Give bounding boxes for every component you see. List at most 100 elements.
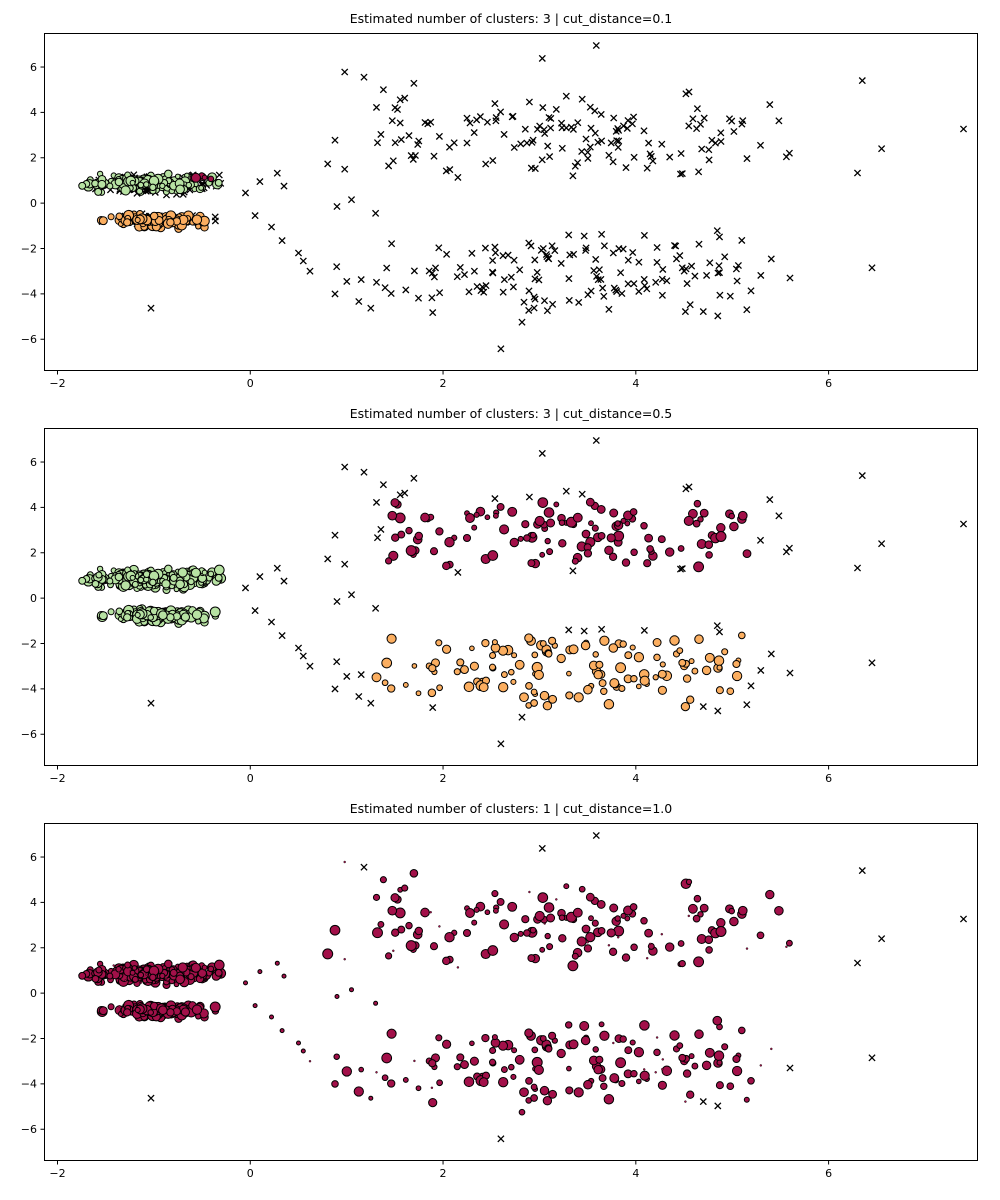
cluster-point-crimson: [491, 890, 499, 898]
cluster-point-crimson: [487, 945, 499, 956]
cluster-point-crimson: [521, 520, 530, 529]
noise-point: [333, 597, 341, 606]
cluster-point-crimson: [484, 909, 491, 916]
cluster-point-orange: [548, 636, 557, 645]
cluster-point-crimson: [131, 965, 138, 971]
subplot-3-scatter-svg: −2 0 2 4 6 −6 −4 −2 0 2 4 6: [21, 823, 978, 1180]
noise-point: [715, 262, 723, 270]
cluster-point-crimson: [177, 962, 188, 973]
cluster-point-crimson: [565, 1086, 574, 1095]
cluster-point-crimson: [527, 559, 536, 568]
cluster-point-green: [169, 573, 178, 582]
noise-point: [525, 493, 533, 501]
cluster-point-green: [175, 579, 185, 590]
cluster-point-crimson: [164, 977, 168, 981]
cluster-point-crimson: [544, 537, 551, 545]
cluster-point-orange: [653, 653, 661, 662]
cluster-markers: [78, 497, 752, 712]
cluster-point-orange: [511, 652, 518, 659]
cluster-point-orange: [488, 663, 497, 671]
cluster-point-crimson: [521, 915, 530, 924]
cluster-point-crimson: [539, 1085, 550, 1096]
cluster-point-crimson: [373, 1000, 379, 1006]
cluster-point-crimson: [676, 1042, 684, 1050]
cluster-point-crimson: [572, 512, 583, 523]
cluster-point-crimson: [693, 499, 702, 508]
cluster-point-crimson: [460, 1060, 469, 1070]
noise-point: [343, 277, 351, 285]
noise-point: [785, 149, 793, 157]
noise-point: [743, 701, 751, 709]
noise-point: [251, 607, 259, 615]
cluster-point-crimson: [429, 547, 439, 556]
cluster-point-crimson: [618, 1079, 626, 1088]
noise-point: [280, 577, 288, 585]
cluster-point-crimson: [661, 1065, 673, 1077]
y-tick-label: −2: [21, 242, 37, 255]
cluster-point-crimson: [728, 907, 735, 915]
cluster-point-green: [159, 182, 166, 190]
noise-point: [533, 125, 542, 133]
cluster-point-orange: [514, 659, 525, 670]
x-tick-label: 6: [825, 1167, 832, 1180]
noise-point: [347, 591, 356, 599]
cluster-point-green: [161, 579, 171, 589]
noise-point: [483, 118, 491, 126]
noise-point: [516, 266, 524, 274]
cluster-point-crimson: [653, 1048, 661, 1057]
noise-point: [535, 276, 543, 284]
cluster-point-crimson: [519, 1087, 529, 1098]
noise-point: [405, 132, 413, 140]
cluster-point-orange: [469, 645, 475, 652]
cluster-point-green: [120, 580, 131, 591]
noise-point: [747, 287, 755, 295]
noise-point: [705, 156, 713, 164]
noise-point: [491, 495, 499, 503]
cluster-point-orange: [481, 638, 490, 648]
noise-point: [756, 536, 765, 544]
noise-point: [713, 622, 721, 630]
noise-point: [733, 277, 741, 285]
cluster-point-orange: [603, 699, 615, 710]
x-tick-label: 6: [825, 772, 832, 785]
noise-point: [545, 255, 553, 263]
noise-point: [594, 138, 602, 146]
noise-point: [652, 278, 660, 286]
noise-point: [431, 264, 440, 272]
cluster-point-crimson: [635, 1078, 642, 1085]
cluster-point-crimson: [563, 883, 570, 890]
x-tick-label: 0: [247, 772, 254, 785]
cluster-point-crimson: [579, 1020, 590, 1032]
noise-point: [580, 627, 588, 635]
noise-point: [757, 666, 765, 674]
y-tick-label: −6: [21, 1123, 37, 1136]
noise-point: [714, 707, 722, 715]
noise-point: [147, 699, 155, 707]
noise-point: [333, 202, 341, 211]
noise-point: [580, 232, 588, 240]
cluster-point-crimson: [664, 942, 675, 952]
cluster-point-crimson: [731, 1065, 743, 1077]
cluster-point-crimson: [712, 1015, 723, 1026]
noise-point: [343, 672, 351, 680]
noise-point: [659, 265, 667, 273]
noise-point: [385, 162, 393, 170]
cluster-point-orange: [676, 647, 684, 655]
noise-point: [324, 555, 332, 563]
noise-point: [685, 88, 693, 96]
noise-point: [333, 658, 341, 666]
subplot-3-title: Estimated number of clusters: 1 | cut_di…: [349, 801, 673, 816]
cluster-point-crimson: [721, 1043, 729, 1051]
cluster-point-orange: [371, 672, 382, 683]
noise-point: [629, 248, 637, 257]
cluster-point-green: [143, 181, 150, 188]
noise-point: [630, 280, 638, 288]
noise-point: [858, 472, 866, 480]
cluster-point-crimson: [571, 952, 579, 960]
noise-point: [562, 487, 570, 495]
cluster-point-crimson: [617, 936, 620, 939]
cluster-point-orange: [593, 669, 603, 680]
noise-point: [868, 659, 876, 667]
cluster-point-crimson: [694, 1029, 704, 1039]
cluster-point-crimson: [701, 1060, 712, 1071]
